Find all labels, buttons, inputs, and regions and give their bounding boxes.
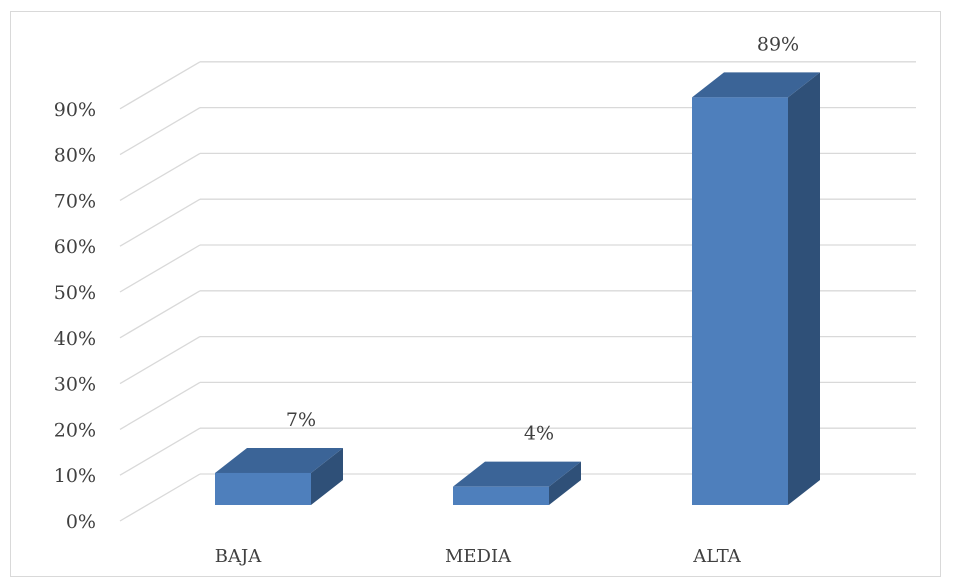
chart-frame xyxy=(10,11,941,577)
y-tick-label: 90% xyxy=(54,99,96,121)
gridline-side xyxy=(119,61,201,110)
gridline-side xyxy=(119,290,201,339)
y-tick-label: 50% xyxy=(54,282,96,304)
bar-front xyxy=(215,472,311,505)
x-tick-label: MEDIA xyxy=(445,546,512,567)
gridline-side xyxy=(119,336,201,385)
gridline-side xyxy=(119,152,201,201)
x-tick-label: ALTA xyxy=(692,546,742,567)
gridline-side xyxy=(119,107,201,156)
y-tick-label: 40% xyxy=(54,328,96,350)
data-label: 4% xyxy=(524,423,554,445)
bar-top xyxy=(453,461,581,487)
y-tick-label: 30% xyxy=(54,374,96,396)
gridline-side xyxy=(119,381,201,430)
y-tick-label: 0% xyxy=(66,511,96,533)
bar-top xyxy=(692,72,820,98)
bar-side xyxy=(311,447,343,505)
bar-front xyxy=(692,97,788,505)
bar-front xyxy=(453,486,549,505)
bar-side xyxy=(549,461,581,505)
y-tick-label: 10% xyxy=(54,465,96,487)
gridline-side xyxy=(119,198,201,247)
y-tick-label: 20% xyxy=(54,419,96,441)
y-tick-label: 80% xyxy=(54,145,96,167)
bar xyxy=(215,447,343,505)
data-label: 89% xyxy=(757,33,799,55)
bar xyxy=(453,461,581,505)
gridline-side xyxy=(119,473,201,522)
y-tick-label: 70% xyxy=(54,190,96,212)
gridline-side xyxy=(119,427,201,476)
bar-side xyxy=(788,72,820,505)
data-label: 7% xyxy=(286,409,316,431)
gridline-side xyxy=(119,244,201,293)
bar-top xyxy=(215,447,343,473)
x-tick-label: BAJA xyxy=(215,546,262,567)
bar xyxy=(692,72,820,505)
y-tick-label: 60% xyxy=(54,236,96,258)
